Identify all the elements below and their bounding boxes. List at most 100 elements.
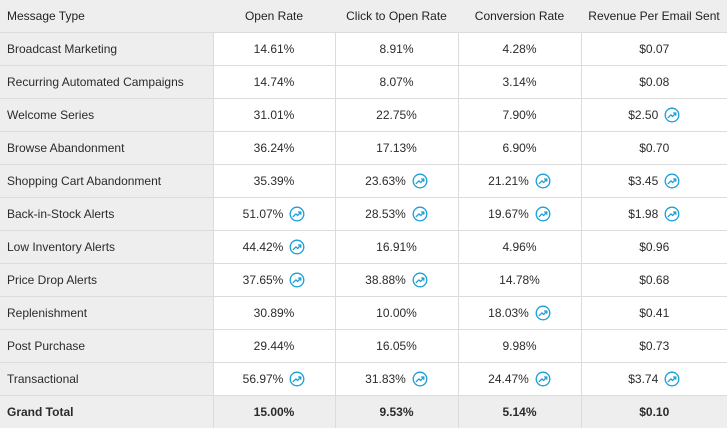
trending-up-icon xyxy=(412,173,428,189)
open-rate-cell: 44.42% xyxy=(213,231,335,264)
click-to-open-rate-cell: 17.13% xyxy=(335,132,458,165)
conversion-rate-cell: 9.98% xyxy=(458,330,581,363)
open-rate-cell: 29.44% xyxy=(213,330,335,363)
message-type-cell: Replenishment xyxy=(0,297,213,330)
click-to-open-rate-cell: 38.88% xyxy=(335,264,458,297)
open-rate-cell: 36.24% xyxy=(213,132,335,165)
metric-value: 19.67% xyxy=(488,207,529,221)
metric-value: $0.41 xyxy=(639,306,669,320)
metric-value: 14.61% xyxy=(254,42,295,56)
table-row: Browse Abandonment 36.24% 17.13% 6.90% $0.70 xyxy=(0,132,727,165)
metric-value: 31.01% xyxy=(254,108,295,122)
metric-value: 7.90% xyxy=(502,108,536,122)
metric-value: 4.28% xyxy=(502,42,536,56)
click-to-open-rate-cell: 8.91% xyxy=(335,33,458,66)
metric-value: 16.91% xyxy=(376,240,417,254)
open-rate-cell: 31.01% xyxy=(213,99,335,132)
revenue-per-email-cell: $2.50 xyxy=(581,99,727,132)
conversion-rate-cell: 21.21% xyxy=(458,165,581,198)
conversion-rate-cell: 3.14% xyxy=(458,66,581,99)
trending-up-icon xyxy=(535,206,551,222)
message-type-cell: Recurring Automated Campaigns xyxy=(0,66,213,99)
trending-up-icon xyxy=(535,371,551,387)
metric-value: 31.83% xyxy=(365,372,406,386)
revenue-per-email-cell: $3.74 xyxy=(581,363,727,396)
revenue-per-email-cell: $0.96 xyxy=(581,231,727,264)
metric-value: $0.68 xyxy=(639,273,669,287)
message-type-cell: Welcome Series xyxy=(0,99,213,132)
open-rate-cell: 30.89% xyxy=(213,297,335,330)
metric-value: 38.88% xyxy=(365,273,406,287)
trending-up-icon xyxy=(412,206,428,222)
open-rate-cell: 51.07% xyxy=(213,198,335,231)
header-click-to-open-rate: Click to Open Rate xyxy=(335,0,458,33)
click-to-open-rate-cell: 22.75% xyxy=(335,99,458,132)
trending-up-icon xyxy=(289,206,305,222)
table-row: Low Inventory Alerts 44.42% 16.91% 4.96% $0.… xyxy=(0,231,727,264)
trending-up-icon xyxy=(289,239,305,255)
metric-value: 35.39% xyxy=(254,174,295,188)
metric-value: 6.90% xyxy=(502,141,536,155)
click-to-open-rate-cell: 16.05% xyxy=(335,330,458,363)
metric-value: 14.78% xyxy=(499,273,540,287)
metric-value: 37.65% xyxy=(243,273,284,287)
header-message-type: Message Type xyxy=(0,0,213,33)
metric-value: 10.00% xyxy=(376,306,417,320)
revenue-per-email-cell: $0.08 xyxy=(581,66,727,99)
trending-up-icon xyxy=(412,272,428,288)
metric-value: 28.53% xyxy=(365,207,406,221)
metric-value: 44.42% xyxy=(243,240,284,254)
metric-value: 8.91% xyxy=(379,42,413,56)
table-row: Broadcast Marketing 14.61% 8.91% 4.28% $0.07 xyxy=(0,33,727,66)
click-to-open-rate-cell: 8.07% xyxy=(335,66,458,99)
metric-value: 24.47% xyxy=(488,372,529,386)
metric-value: 4.96% xyxy=(502,240,536,254)
trending-up-icon xyxy=(664,206,680,222)
grand-total-open-rate: 15.00% xyxy=(213,396,335,428)
message-type-cell: Transactional xyxy=(0,363,213,396)
revenue-per-email-cell: $0.73 xyxy=(581,330,727,363)
metric-value: 16.05% xyxy=(376,339,417,353)
conversion-rate-cell: 6.90% xyxy=(458,132,581,165)
metric-value: 18.03% xyxy=(488,306,529,320)
trending-up-icon xyxy=(664,371,680,387)
header-revenue-per-email: Revenue Per Email Sent xyxy=(581,0,727,33)
open-rate-cell: 14.61% xyxy=(213,33,335,66)
message-type-cell: Post Purchase xyxy=(0,330,213,363)
metric-value: $0.70 xyxy=(639,141,669,155)
message-type-cell: Broadcast Marketing xyxy=(0,33,213,66)
metric-value: $0.07 xyxy=(639,42,669,56)
open-rate-cell: 37.65% xyxy=(213,264,335,297)
metric-value: 3.14% xyxy=(502,75,536,89)
conversion-rate-cell: 14.78% xyxy=(458,264,581,297)
conversion-rate-cell: 18.03% xyxy=(458,297,581,330)
message-type-cell: Shopping Cart Abandonment xyxy=(0,165,213,198)
conversion-rate-cell: 19.67% xyxy=(458,198,581,231)
conversion-rate-cell: 24.47% xyxy=(458,363,581,396)
revenue-per-email-cell: $3.45 xyxy=(581,165,727,198)
message-type-cell: Price Drop Alerts xyxy=(0,264,213,297)
trending-up-icon xyxy=(664,107,680,123)
message-type-cell: Back-in-Stock Alerts xyxy=(0,198,213,231)
header-conversion-rate: Conversion Rate xyxy=(458,0,581,33)
open-rate-cell: 14.74% xyxy=(213,66,335,99)
trending-up-icon xyxy=(289,371,305,387)
revenue-per-email-cell: $0.07 xyxy=(581,33,727,66)
click-to-open-rate-cell: 31.83% xyxy=(335,363,458,396)
trending-up-icon xyxy=(535,305,551,321)
table-row: Price Drop Alerts 37.65% 38.88% 14.78% $0.68 xyxy=(0,264,727,297)
conversion-rate-cell: 4.96% xyxy=(458,231,581,264)
metric-value: 36.24% xyxy=(254,141,295,155)
message-type-cell: Low Inventory Alerts xyxy=(0,231,213,264)
message-type-cell: Browse Abandonment xyxy=(0,132,213,165)
revenue-per-email-cell: $1.98 xyxy=(581,198,727,231)
metric-value: 21.21% xyxy=(488,174,529,188)
grand-total-label: Grand Total xyxy=(0,396,213,428)
metric-value: $0.08 xyxy=(639,75,669,89)
